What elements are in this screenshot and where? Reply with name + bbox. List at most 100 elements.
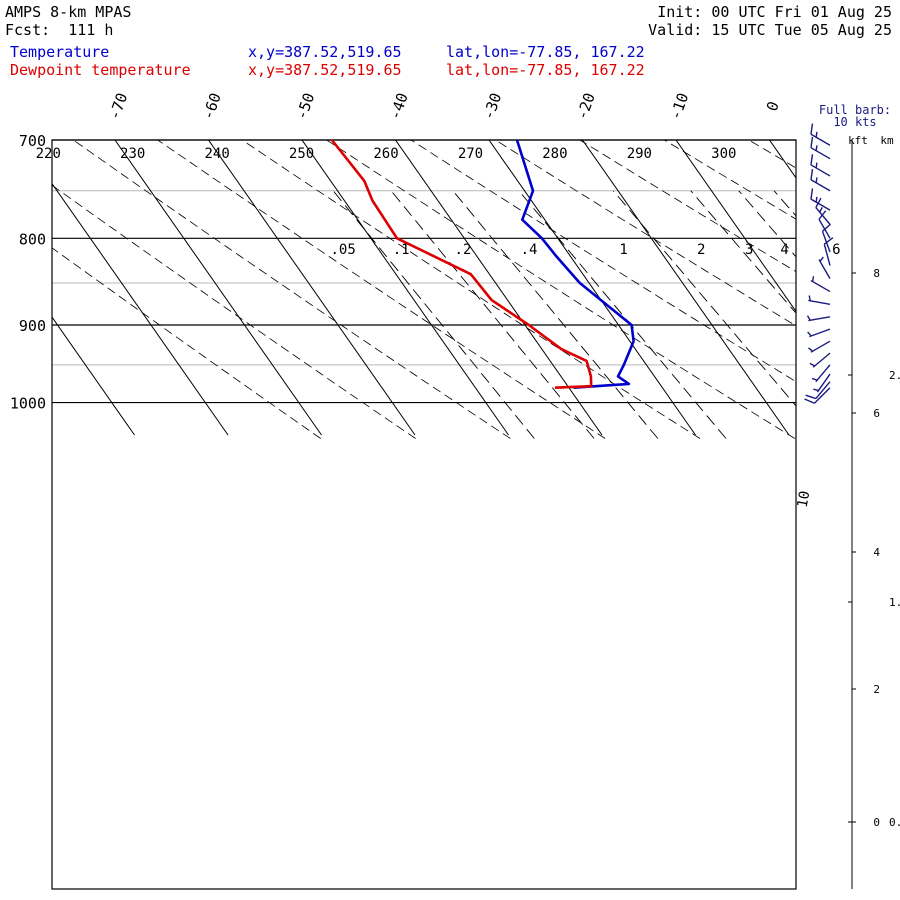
- isotherm-line: [675, 140, 796, 313]
- plot-frame: [51, 139, 797, 890]
- mixing-ratio-line: [390, 190, 595, 439]
- wind-barb: [810, 136, 831, 160]
- mixing-ratio-label: 1: [619, 242, 627, 258]
- isotherm-label: -10: [666, 90, 692, 122]
- mixing-ratio-line: [332, 190, 535, 439]
- dry-adiabat: [241, 140, 701, 439]
- km-tick-label: 2.: [889, 369, 900, 382]
- mixing-ratio-label: 4: [780, 242, 788, 258]
- wind-barb: [810, 188, 831, 211]
- isotherm-line: [581, 140, 790, 436]
- barb-note: Full barb:: [819, 103, 891, 117]
- isotherm-line: [488, 140, 696, 436]
- isotherm-line: [768, 140, 796, 179]
- isotherm-label: -30: [479, 90, 505, 122]
- kft-label: kft: [848, 134, 868, 147]
- pressure-tick-label: 700: [19, 132, 46, 150]
- kft-tick-label: 8: [873, 267, 880, 280]
- dry-adiabat: [410, 140, 796, 383]
- isotherm-label: 0: [763, 99, 783, 114]
- wind-barb: [815, 197, 831, 225]
- km-tick-label: 1.: [889, 596, 900, 609]
- isotherm-line: [0, 129, 41, 435]
- mixing-ratio-line: [452, 190, 659, 439]
- kft-tick-label: 6: [873, 407, 880, 420]
- temperature-line: [515, 139, 635, 389]
- dry-adiabat: [325, 140, 796, 439]
- wind-barb: [809, 352, 831, 368]
- theta-label: 220: [36, 146, 61, 162]
- km-label: km: [880, 134, 894, 147]
- mixing-ratio-line: [826, 191, 900, 439]
- km-tick-label: 0.: [889, 816, 900, 829]
- mixing-ratio-label: 2: [697, 242, 705, 258]
- theta-label: 250: [289, 146, 314, 162]
- theta-label: 230: [120, 146, 145, 162]
- mixing-ratio-label: .1: [393, 242, 410, 258]
- mixing-ratio-label: .4: [521, 242, 538, 258]
- dry-adiabat: [52, 247, 321, 439]
- forecast-hour: Fcst: 111 h: [5, 21, 114, 39]
- pressure-tick-label: 1000: [10, 395, 46, 413]
- dew-latlon: lat,lon=-77.85, 167.22: [446, 61, 645, 79]
- dry-adiabat: [72, 140, 511, 439]
- isotherm-line: [52, 182, 229, 436]
- init-time: Init: 00 UTC Fri 01 Aug 25: [657, 3, 892, 21]
- isotherm-line: [207, 140, 416, 436]
- wind-barb: [810, 123, 831, 146]
- wind-barb: [804, 387, 831, 404]
- barb-note-speed: 10 kts: [833, 115, 876, 129]
- wind-barb: [810, 276, 831, 293]
- theta-label: 280: [542, 146, 567, 162]
- isotherm-label: -60: [199, 90, 225, 122]
- isotherm-line: [394, 140, 603, 436]
- theta-label: 300: [711, 146, 736, 162]
- dry-adiabat: [494, 140, 796, 327]
- wind-barb: [818, 256, 831, 279]
- theta-label: 270: [458, 146, 483, 162]
- isotherm-line: [114, 140, 322, 436]
- legend-temperature: Temperature: [10, 43, 110, 61]
- temp-xy: x,y=387.52,519.65: [248, 43, 402, 61]
- mixing-ratio-line: [612, 190, 796, 407]
- dry-adiabat: [815, 129, 900, 438]
- wind-barb: [821, 223, 831, 253]
- pressure-tick-label: 800: [19, 230, 46, 248]
- wind-barb: [808, 295, 831, 305]
- isotherm-line: [301, 140, 509, 436]
- wind-barb: [808, 340, 831, 353]
- isotherm-label: -70: [105, 90, 131, 122]
- theta-label: 290: [627, 146, 652, 162]
- kft-tick-label: 4: [873, 546, 880, 559]
- temp-latlon: lat,lon=-77.85, 167.22: [446, 43, 645, 61]
- mixing-ratio-label: 6: [832, 242, 840, 258]
- isotherm-label: -50: [292, 90, 318, 122]
- barb-annotation: 10: [795, 490, 814, 509]
- wind-barb: [813, 373, 831, 393]
- kft-tick-label: 2: [873, 683, 880, 696]
- mixing-ratio-label: .2: [455, 242, 472, 258]
- isotherm-line: [52, 316, 135, 436]
- theta-label: 260: [373, 146, 398, 162]
- mixing-ratio-label: 3: [745, 242, 753, 258]
- legend-dewpoint: Dewpoint temperature: [10, 61, 191, 79]
- isotherm-line: [856, 129, 900, 435]
- dry-adiabat: [579, 140, 796, 273]
- isotherm-label: -20: [573, 90, 599, 122]
- dry-adiabat: [156, 140, 606, 439]
- wind-barb: [823, 237, 834, 266]
- dewpoint-line: [330, 139, 593, 389]
- mixing-ratio-line: [773, 190, 796, 217]
- wind-barb: [805, 381, 831, 400]
- wind-barb: [806, 315, 831, 322]
- wind-barb: [807, 328, 831, 338]
- model-title: AMPS 8-km MPAS: [5, 3, 132, 21]
- mixing-ratio-line: [738, 190, 796, 258]
- mixing-ratio-line: [518, 190, 727, 439]
- kft-tick-label: 0: [873, 816, 880, 829]
- valid-time: Valid: 15 UTC Tue 05 Aug 25: [648, 21, 892, 39]
- wind-barb: [811, 364, 831, 383]
- isotherm-label: -40: [386, 90, 412, 122]
- dew-xy: x,y=387.52,519.65: [248, 61, 402, 79]
- mixing-ratio-label: .05: [330, 242, 355, 258]
